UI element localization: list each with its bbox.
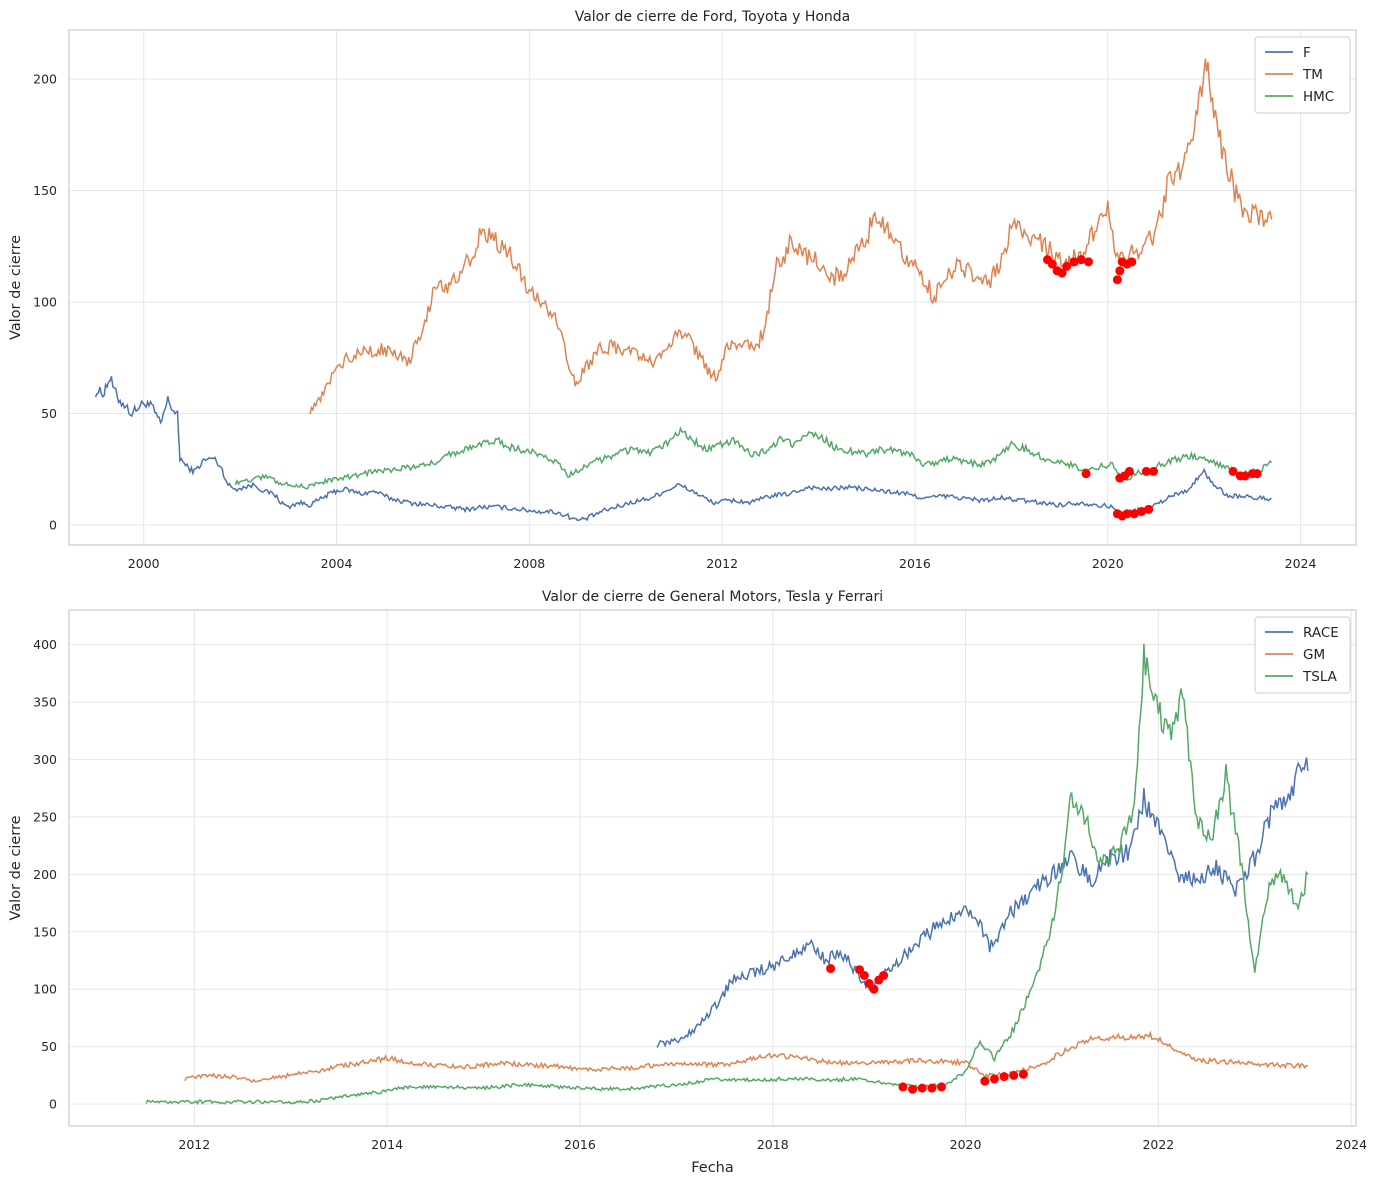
legend-label-hmc: HMC <box>1303 89 1334 105</box>
x-tick-label: 2012 <box>178 1137 210 1152</box>
x-tick-label: 2004 <box>321 556 353 571</box>
outlier-point-gm <box>1018 1069 1028 1079</box>
x-tick-label: 2016 <box>564 1137 596 1152</box>
outlier-point-tm <box>1062 261 1072 271</box>
outlier-point-tm <box>1127 257 1137 267</box>
outlier-point-hmc <box>1124 466 1134 476</box>
y-tick-label: 300 <box>33 752 57 767</box>
chart-panel-1: 2000 2004 2008 2012 2016 2020 2024 0 50 100 150 200… <box>8 9 1357 571</box>
outlier-point-tm <box>1069 257 1079 267</box>
outlier-point-race <box>869 984 879 994</box>
outlier-point-f <box>1144 504 1154 514</box>
y-tick-label: 0 <box>49 517 57 532</box>
outlier-point-tsla <box>936 1082 946 1092</box>
outlier-point-hmc <box>1081 469 1091 479</box>
outlier-point-hmc <box>1240 471 1250 481</box>
y-tick-label: 150 <box>33 924 57 939</box>
y-tick-label: 100 <box>33 982 57 997</box>
chart-panel-2: 2012 2014 2016 2018 2020 2022 2024 0 50 100 150 200… <box>8 589 1367 1176</box>
x-tick-label: 2016 <box>899 556 931 571</box>
series-group <box>94 58 1273 522</box>
y-tick-label: 250 <box>33 809 57 824</box>
x-tick-label: 2020 <box>950 1137 982 1152</box>
outlier-point-gm <box>999 1072 1009 1082</box>
outlier-point-hmc <box>1228 466 1238 476</box>
outlier-point-hmc <box>1141 466 1151 476</box>
outlier-point-tsla <box>917 1083 927 1093</box>
x-tick-label: 2024 <box>1335 1137 1367 1152</box>
x-tick-label: 2024 <box>1285 556 1317 571</box>
legend-box <box>1254 36 1351 114</box>
x-tick-label: 2012 <box>706 556 738 571</box>
x-axis-label: Fecha <box>691 1160 734 1176</box>
y-axis-label: Valor de cierre <box>8 815 24 920</box>
legend-label-gm: GM <box>1303 647 1325 663</box>
outlier-point-tsla <box>898 1082 908 1092</box>
outlier-point-tsla <box>927 1083 937 1093</box>
y-axis-label: Valor de cierre <box>8 235 24 340</box>
x-tick-label: 2008 <box>513 556 545 571</box>
plot-frame <box>68 609 1357 1127</box>
y-tick-label: 150 <box>33 183 57 198</box>
series-line-gm <box>184 1030 1309 1083</box>
x-tick-label: 2014 <box>371 1137 403 1152</box>
x-tick-label: 2018 <box>757 1137 789 1152</box>
y-tick-label: 400 <box>33 637 57 652</box>
outlier-point-tm <box>1083 257 1093 267</box>
legend-label-f: F <box>1303 45 1311 61</box>
x-tick-label: 2022 <box>1142 1137 1174 1152</box>
x-tick-label: 2020 <box>1092 556 1124 571</box>
outlier-point-tm <box>1115 266 1125 276</box>
outlier-point-tm <box>1076 255 1086 265</box>
chart-title: Valor de cierre de General Motors, Tesla… <box>542 589 883 605</box>
y-tick-label: 350 <box>33 694 57 709</box>
series-line-f <box>94 376 1273 522</box>
y-tick-label: 200 <box>33 867 57 882</box>
series-line-hmc <box>234 426 1273 490</box>
outlier-point-race <box>826 964 836 974</box>
outlier-point-race <box>879 970 889 980</box>
outlier-point-hmc <box>1149 466 1159 476</box>
series-group <box>145 643 1309 1105</box>
outlier-point-tm <box>1047 259 1057 269</box>
outlier-point-tm <box>1057 268 1067 278</box>
legend: F TM HMC <box>1254 36 1351 114</box>
y-tick-label: 200 <box>33 72 57 87</box>
x-tick-label: 2000 <box>128 556 160 571</box>
legend: RACE GM TSLA <box>1254 616 1351 694</box>
legend-label-tm: TM <box>1302 67 1323 83</box>
y-tick-label: 50 <box>41 406 57 421</box>
outlier-point-tsla <box>908 1084 918 1094</box>
legend-box <box>1254 616 1351 694</box>
series-line-tm <box>309 58 1273 415</box>
y-tick-label: 100 <box>33 294 57 309</box>
outlier-point-hmc <box>1252 469 1262 479</box>
outlier-point-gm <box>1009 1070 1019 1080</box>
chart-title: Valor de cierre de Ford, Toyota y Honda <box>575 9 851 25</box>
outlier-point-gm <box>980 1076 990 1086</box>
outlier-point-tm <box>1112 275 1122 285</box>
legend-label-tsla: TSLA <box>1302 669 1338 685</box>
outlier-point-f <box>1137 507 1146 517</box>
series-line-tsla <box>145 643 1309 1105</box>
outlier-point-f <box>1122 509 1132 519</box>
outlier-point-race <box>859 970 869 980</box>
outlier-point-f <box>1129 509 1139 519</box>
plot-frame <box>68 29 1357 546</box>
series-line-race <box>656 757 1309 1048</box>
y-tick-label: 50 <box>41 1039 57 1054</box>
y-tick-label: 0 <box>49 1097 57 1112</box>
legend-label-race: RACE <box>1303 625 1339 641</box>
outlier-point-gm <box>989 1074 999 1084</box>
